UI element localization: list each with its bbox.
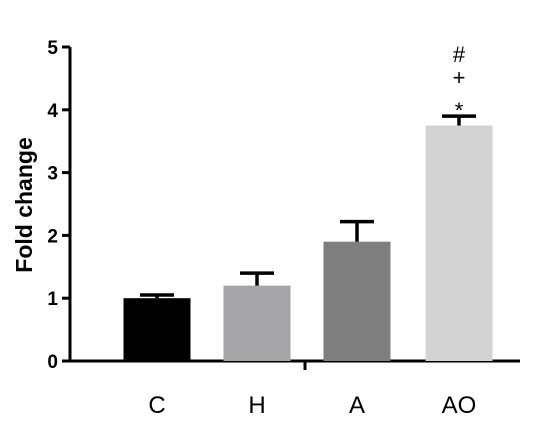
y-axis-label: Fold change — [11, 137, 37, 272]
bars — [123, 125, 493, 361]
bar-c — [123, 298, 191, 361]
bar-h — [223, 285, 291, 361]
error-bars — [140, 114, 476, 299]
y-axis: 0 1 2 3 4 5 — [47, 38, 72, 373]
annotations: #+ * — [453, 42, 466, 123]
x-tick-label-h: H — [248, 392, 265, 419]
bar-a — [323, 241, 391, 361]
y-tick-label: 3 — [47, 164, 58, 185]
y-tick-label: 0 — [47, 352, 58, 373]
significance-marker: * — [455, 98, 464, 123]
x-axis: C H A AO — [68, 359, 520, 419]
bar-ao — [425, 125, 493, 361]
x-tick-label-ao: AO — [442, 392, 477, 419]
significance-marker: + — [453, 65, 466, 90]
y-tick-label: 2 — [47, 226, 58, 247]
x-tick-label-a: A — [349, 392, 365, 419]
significance-marker: # — [453, 42, 466, 67]
y-tick-label: 5 — [47, 38, 58, 59]
y-tick-label: 4 — [47, 101, 58, 122]
y-tick-label: 1 — [47, 289, 58, 310]
x-tick-label-c: C — [148, 392, 165, 419]
